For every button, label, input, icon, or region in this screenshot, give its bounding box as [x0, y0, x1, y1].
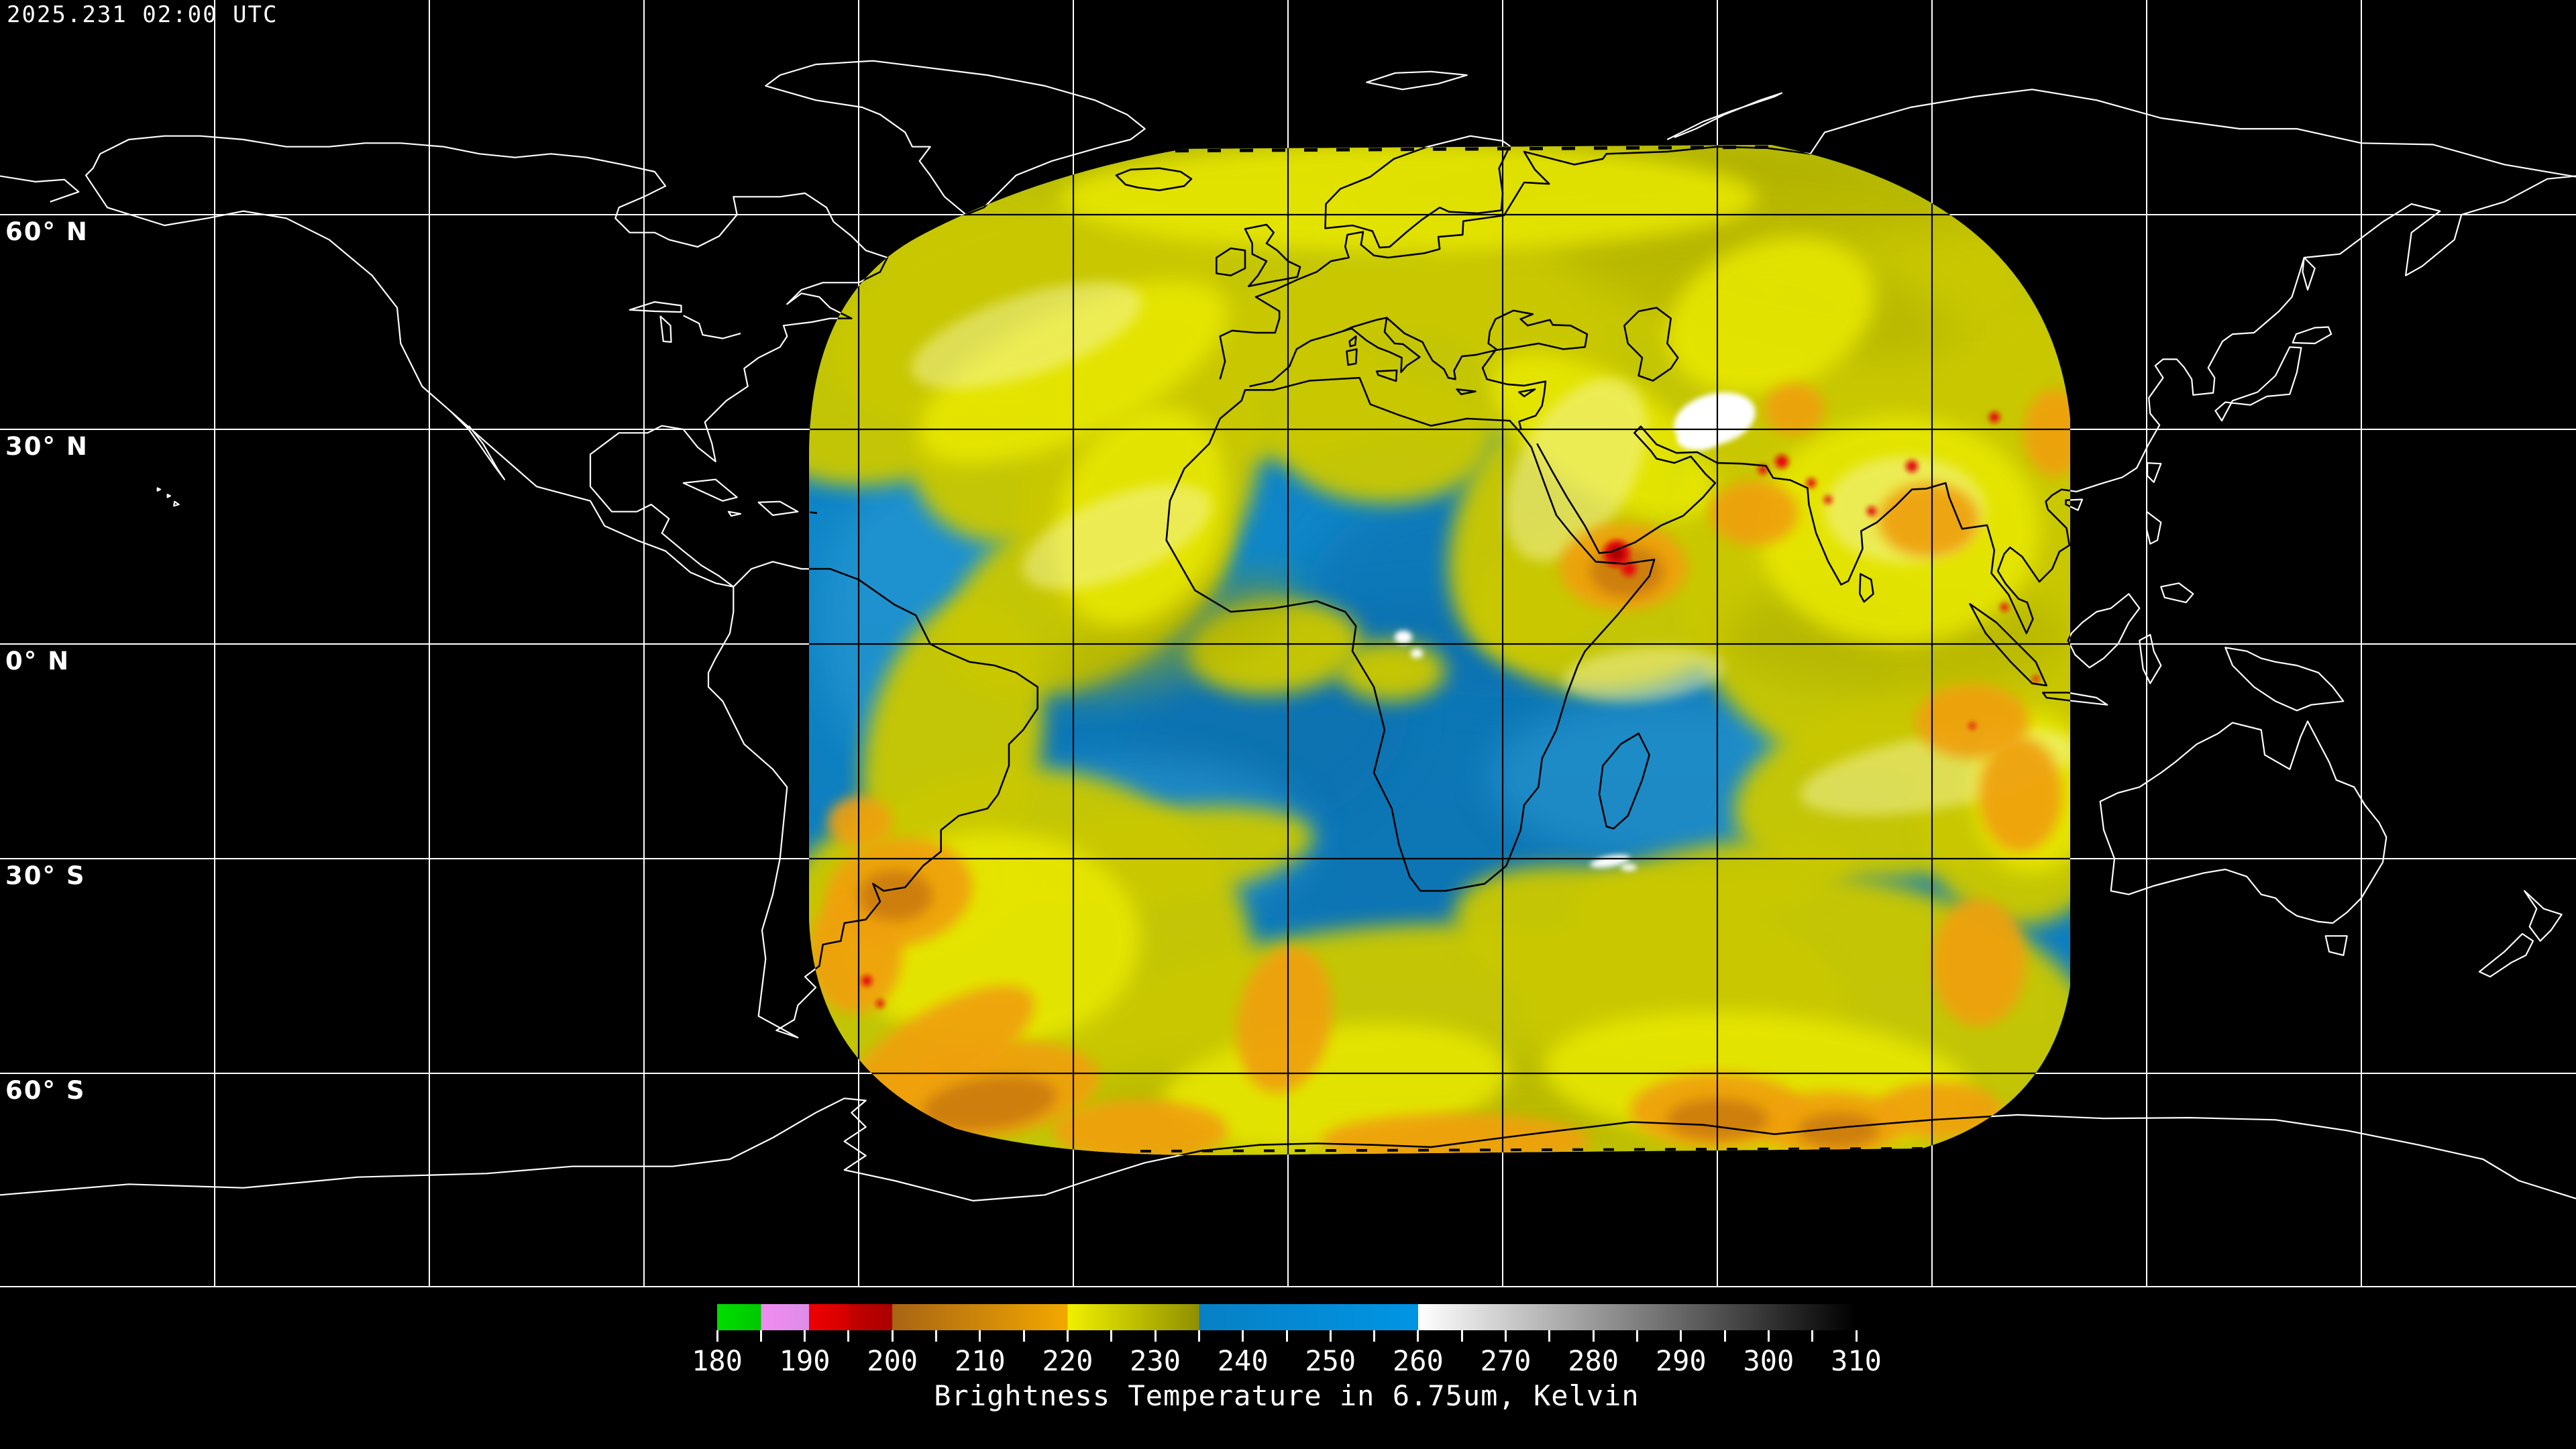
colorbar-tick-label: 290 — [1655, 1344, 1707, 1377]
colorbar-tick-label: 280 — [1568, 1344, 1619, 1377]
colorbar-tick — [1811, 1330, 1814, 1342]
coastlines-inside — [809, 145, 2070, 1155]
colorbar-tick — [1460, 1330, 1463, 1342]
colorbar-tick — [847, 1330, 850, 1342]
colorbar-tick — [891, 1330, 894, 1342]
lat-label-30S: 30° S — [5, 861, 86, 890]
colorbar-tick — [935, 1330, 938, 1342]
colorbar-tick-label: 250 — [1305, 1344, 1356, 1377]
colorbar-tick — [1329, 1330, 1332, 1342]
colorbar-tick — [1592, 1330, 1595, 1342]
colorbar-tick-label: 300 — [1743, 1344, 1794, 1377]
colorbar-tick — [1855, 1330, 1858, 1342]
colorbar-tick-label: 260 — [1392, 1344, 1444, 1377]
colorbar-tick — [1548, 1330, 1551, 1342]
colorbar-tick — [1680, 1330, 1682, 1342]
lat-label-30N: 30° N — [5, 432, 89, 461]
lat-label-0N: 0° N — [5, 647, 70, 676]
colorbar-tick-label: 230 — [1130, 1344, 1181, 1377]
colorbar-tick-label: 210 — [954, 1344, 1006, 1377]
colorbar-tick — [1285, 1330, 1288, 1342]
colorbar-tick-label: 220 — [1042, 1344, 1093, 1377]
colorbar-tick — [1505, 1330, 1507, 1342]
cold-overshoot-spots — [861, 412, 2039, 1008]
timestamp: 2025.231 02:00 UTC — [7, 1, 278, 28]
colorbar-tick — [1373, 1330, 1376, 1342]
colorbar-tick-label: 310 — [1831, 1344, 1882, 1377]
colorbar-title: Brightness Temperature in 6.75um, Kelvin — [934, 1379, 1640, 1412]
colorbar-tick — [1635, 1330, 1638, 1342]
colorbar-tick — [804, 1330, 806, 1342]
colorbar-tick — [1066, 1330, 1069, 1342]
colorbar-tick-label: 240 — [1217, 1344, 1269, 1377]
colorbar-gradient — [717, 1304, 1856, 1330]
warm-white-patches — [1395, 392, 1756, 871]
colorbar-tick-label: 270 — [1480, 1344, 1532, 1377]
colorbar-tick-label: 200 — [867, 1344, 918, 1377]
colorbar-tick — [979, 1330, 981, 1342]
colorbar-tick-label: 180 — [692, 1344, 743, 1377]
data-swath — [0, 0, 2576, 1287]
colorbar-tick — [1242, 1330, 1244, 1342]
colorbar-tick — [1723, 1330, 1726, 1342]
colorbar-tick — [1154, 1330, 1157, 1342]
colorbar-tick — [1022, 1330, 1025, 1342]
colorbar-tick — [1110, 1330, 1113, 1342]
colorbar-tick — [1197, 1330, 1200, 1342]
cloud-field — [809, 145, 2070, 1155]
colorbar-tick — [759, 1330, 762, 1342]
colorbar: 180 190 200 210 220 230 240 250 260 270 280 290 300 3… — [692, 1304, 1882, 1449]
colorbar-tick — [1767, 1330, 1770, 1342]
grid-inside — [0, 0, 2576, 1287]
colorbar-tick-label: 190 — [779, 1344, 830, 1377]
lat-label-60S: 60° S — [5, 1076, 86, 1105]
colorbar-tick — [716, 1330, 718, 1342]
lat-label-60N: 60° N — [5, 217, 89, 246]
colorbar-tick — [1417, 1330, 1419, 1342]
